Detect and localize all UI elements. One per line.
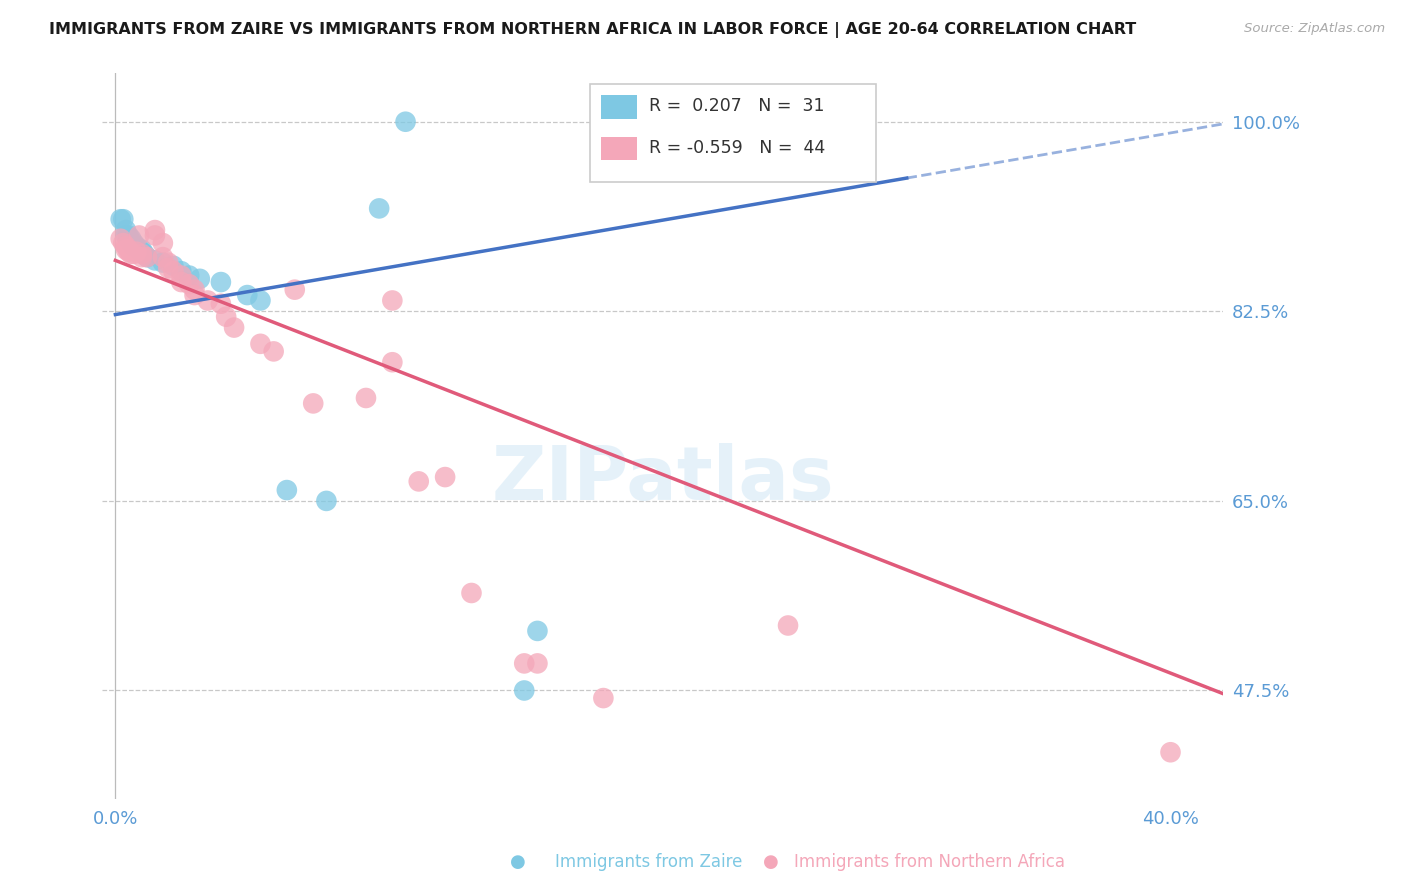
Point: [143, 253, 166, 268]
Point: [120, 235, 142, 250]
Point: [284, 283, 307, 297]
Point: [183, 283, 205, 297]
Point: [249, 336, 271, 351]
Point: [197, 293, 219, 308]
Point: [122, 239, 145, 253]
Point: [526, 657, 548, 671]
Point: [170, 264, 193, 278]
Point: [170, 275, 193, 289]
Point: [128, 228, 150, 243]
Point: [215, 310, 238, 324]
Point: [117, 228, 139, 243]
Point: [592, 691, 614, 706]
Point: [513, 657, 536, 671]
Point: [115, 223, 138, 237]
Point: [117, 232, 139, 246]
Point: [112, 212, 135, 227]
Point: [170, 268, 193, 283]
Point: [315, 494, 337, 508]
Point: [122, 235, 145, 250]
Point: [1160, 745, 1182, 759]
Point: [112, 235, 135, 250]
Point: [179, 277, 201, 292]
Point: [117, 244, 139, 259]
Point: [263, 344, 285, 359]
Point: [117, 243, 139, 257]
Point: [381, 293, 404, 308]
Point: [179, 268, 201, 283]
Text: R =  0.207   N =  31: R = 0.207 N = 31: [650, 96, 825, 115]
Point: [152, 235, 174, 250]
Point: [368, 202, 391, 216]
Text: ●: ●: [509, 853, 526, 871]
Text: R = -0.559   N =  44: R = -0.559 N = 44: [650, 139, 825, 157]
Point: [131, 250, 153, 264]
Point: [394, 114, 416, 128]
Point: [131, 243, 153, 257]
Point: [276, 483, 298, 497]
Point: [776, 618, 799, 632]
Point: [131, 244, 153, 259]
Text: IMMIGRANTS FROM ZAIRE VS IMMIGRANTS FROM NORTHERN AFRICA IN LABOR FORCE | AGE 20: IMMIGRANTS FROM ZAIRE VS IMMIGRANTS FROM…: [49, 22, 1136, 38]
Point: [110, 232, 132, 246]
Text: Immigrants from Zaire: Immigrants from Zaire: [555, 853, 742, 871]
Point: [136, 250, 159, 264]
Point: [152, 250, 174, 264]
FancyBboxPatch shape: [602, 136, 637, 160]
Point: [209, 297, 232, 311]
Text: Source: ZipAtlas.com: Source: ZipAtlas.com: [1244, 22, 1385, 36]
Point: [110, 212, 132, 227]
FancyBboxPatch shape: [602, 95, 637, 119]
Point: [513, 683, 536, 698]
Point: [236, 288, 259, 302]
Point: [143, 228, 166, 243]
Point: [143, 223, 166, 237]
Point: [162, 264, 184, 278]
Point: [120, 232, 142, 246]
FancyBboxPatch shape: [591, 84, 876, 182]
Point: [157, 260, 180, 275]
Point: [188, 272, 211, 286]
Point: [354, 391, 377, 405]
Point: [460, 586, 482, 600]
Point: [249, 293, 271, 308]
Text: ZIPatlas: ZIPatlas: [492, 443, 834, 516]
Point: [122, 247, 145, 261]
Point: [408, 475, 430, 489]
Point: [120, 247, 142, 261]
Point: [526, 624, 548, 638]
Point: [152, 255, 174, 269]
Point: [125, 239, 148, 253]
Point: [136, 250, 159, 264]
Point: [125, 244, 148, 259]
Point: [183, 288, 205, 302]
Point: [131, 247, 153, 261]
Point: [209, 275, 232, 289]
Point: [115, 228, 138, 243]
Point: [162, 259, 184, 273]
Point: [222, 320, 245, 334]
Point: [128, 243, 150, 257]
Text: ●: ●: [762, 853, 779, 871]
Point: [134, 247, 156, 261]
Point: [157, 255, 180, 269]
Point: [302, 396, 325, 410]
Text: Immigrants from Northern Africa: Immigrants from Northern Africa: [794, 853, 1066, 871]
Point: [434, 470, 457, 484]
Point: [115, 239, 138, 253]
Point: [115, 243, 138, 257]
Point: [381, 355, 404, 369]
